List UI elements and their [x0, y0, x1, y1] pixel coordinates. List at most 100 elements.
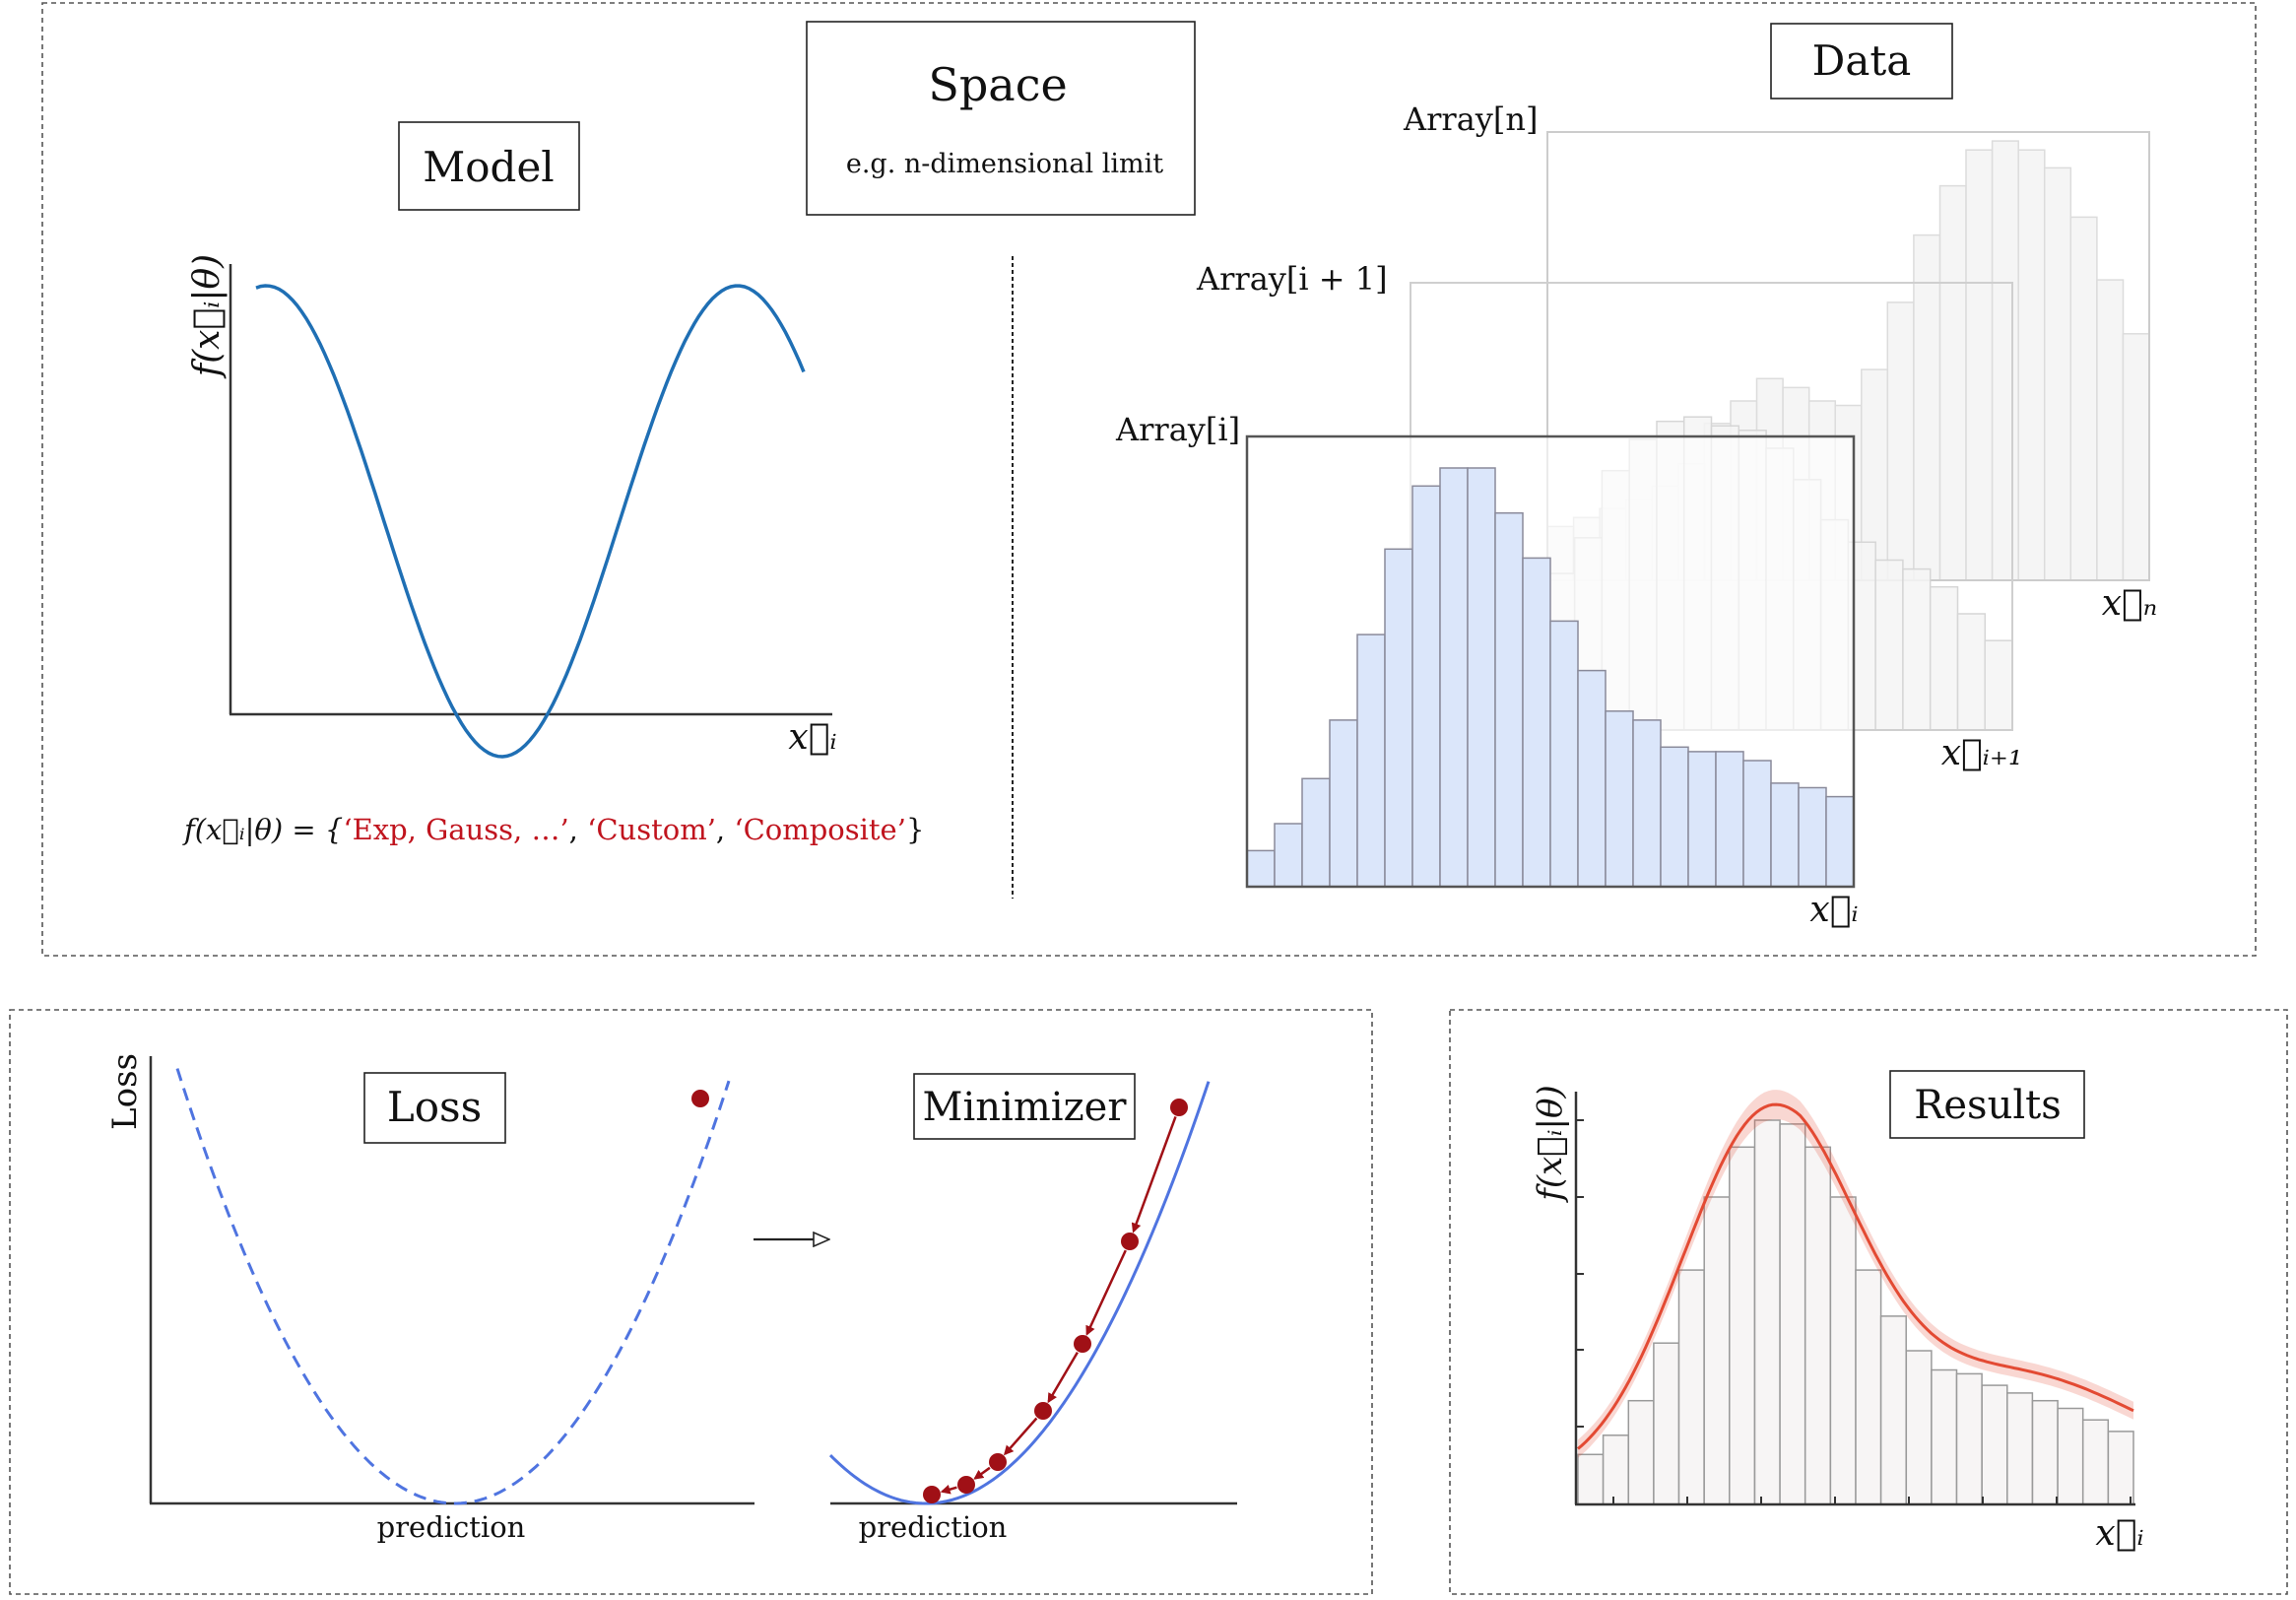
- loss-parabola-curve: [175, 1068, 731, 1505]
- model-formula: f(x⃗ᵢ|θ) = {‘Exp, Gauss, …’, ‘Custom’, ‘…: [182, 813, 924, 846]
- space-section: Space e.g. n-dimensional limit: [806, 21, 1196, 899]
- results-bar: [1931, 1368, 1958, 1505]
- space-title-box: [806, 21, 1196, 216]
- loss-section: Loss Loss prediction: [105, 1053, 754, 1544]
- descent-step-point: [923, 1486, 941, 1503]
- formula-suffix: }: [906, 813, 924, 846]
- array-n-bar: [1991, 140, 2019, 581]
- results-bar: [1729, 1146, 1756, 1505]
- results-bar: [1627, 1399, 1655, 1505]
- data-section: Data Array[n] Array[i + 1] Array[i] x⃗ₙ …: [1115, 23, 2158, 930]
- array-n-bar: [1965, 149, 1994, 581]
- array-i-plus-1-bar: [1984, 639, 2013, 731]
- results-bar: [1577, 1453, 1605, 1505]
- array-i-plus-1-bar: [1874, 559, 1904, 731]
- results-title: Results: [1914, 1083, 2061, 1128]
- array-n-bar: [2096, 279, 2125, 581]
- results-bar: [1703, 1196, 1731, 1505]
- results-bar: [1653, 1342, 1680, 1505]
- loss-y-axis-label: Loss: [105, 1053, 145, 1130]
- descent-step-arrow: [973, 1466, 991, 1480]
- array-i-bar: [1411, 485, 1441, 888]
- results-uncertainty-band: [1578, 1090, 2133, 1458]
- array-i-histogram: [1246, 467, 1855, 888]
- descent-step-point: [1170, 1099, 1188, 1116]
- array-i-bar: [1632, 719, 1662, 888]
- data-title: Data: [1812, 36, 1912, 85]
- array-i-plus-1-bar: [1929, 585, 1959, 731]
- results-bar: [1602, 1434, 1629, 1505]
- array-i-bar: [1384, 548, 1413, 888]
- formula-option-builtin: ‘Exp, Gauss, …’: [343, 813, 568, 846]
- results-bar: [1753, 1119, 1781, 1505]
- array-i-bar: [1467, 467, 1496, 888]
- descent-step-point: [1034, 1402, 1052, 1420]
- space-subtitle: e.g. n-dimensional limit: [846, 149, 1163, 179]
- array-i-bar: [1687, 751, 1717, 888]
- array-i-plus-1-bar: [1902, 567, 1932, 731]
- array-i-bar: [1494, 511, 1524, 888]
- descent-step-point: [989, 1453, 1007, 1471]
- array-i-plus-1-axis-label: x⃗ᵢ₊₁: [1941, 733, 2023, 773]
- results-title-box: [1889, 1070, 2085, 1139]
- minimizer-descent-steps: [923, 1099, 1188, 1503]
- loss-title: Loss: [387, 1083, 482, 1131]
- results-bar: [2081, 1419, 2110, 1505]
- results-bar: [1879, 1315, 1907, 1505]
- array-i-bar: [1798, 786, 1827, 888]
- results-bar: [2057, 1407, 2084, 1505]
- array-n-axis-label: x⃗ₙ: [2102, 583, 2158, 624]
- array-n-bar: [1938, 184, 1967, 581]
- descent-step-arrow: [1085, 1249, 1127, 1336]
- array-i-axis-label: x⃗ᵢ: [1809, 890, 1858, 930]
- array-i-bar: [1301, 777, 1331, 888]
- array-i-bar: [1660, 746, 1689, 888]
- minimizer-loss-curve: [828, 1081, 1211, 1505]
- descent-step-arrow: [1003, 1417, 1038, 1456]
- descent-step-arrow: [1047, 1351, 1079, 1404]
- loss-title-box: [363, 1072, 506, 1144]
- array-n-bar: [2069, 216, 2098, 581]
- array-n-label: Array[n]: [1403, 100, 1538, 138]
- array-i-bar: [1825, 795, 1855, 888]
- results-bar: [1677, 1269, 1705, 1505]
- array-n-bar: [1913, 233, 1941, 581]
- results-bar: [1981, 1384, 2008, 1505]
- model-title: Model: [423, 143, 554, 191]
- minimizer-title: Minimizer: [923, 1085, 1128, 1130]
- array-n-bar: [2043, 167, 2072, 581]
- descent-step-point: [1074, 1335, 1091, 1353]
- array-i-bar: [1522, 557, 1551, 888]
- results-y-axis-label: f(x⃗ᵢ|θ): [1531, 1085, 1570, 1203]
- results-x-axis-label: x⃗ᵢ: [2095, 1513, 2143, 1554]
- array-n-bar: [2122, 333, 2150, 581]
- array-i-bar: [1577, 669, 1607, 888]
- array-i-frame: [1245, 434, 1856, 889]
- loss-current-point: [691, 1090, 709, 1107]
- results-axis-ticks: [1576, 1119, 2132, 1504]
- array-i-bar: [1742, 760, 1772, 888]
- array-i-bar: [1549, 620, 1579, 888]
- descent-step-point: [957, 1476, 975, 1494]
- model-function-curve: [255, 284, 806, 759]
- loss-minimizer-panel: [9, 1009, 1373, 1595]
- model-x-axis-label: x⃗ᵢ: [788, 717, 836, 758]
- array-i-bar: [1715, 751, 1744, 888]
- results-bar: [2006, 1392, 2034, 1505]
- formula-separator-1: ,: [569, 813, 587, 846]
- minimizer-x-axis-label: prediction: [859, 1510, 1008, 1544]
- array-i-plus-1-label: Array[i + 1]: [1196, 260, 1388, 298]
- formula-option-custom: ‘Custom’: [587, 813, 716, 846]
- formula-prefix: f(x⃗ᵢ|θ) = {: [182, 813, 343, 846]
- model-title-box: [398, 121, 580, 211]
- loss-x-axis-label: prediction: [377, 1510, 526, 1544]
- descent-step-arrow: [1131, 1115, 1177, 1233]
- data-title-box: [1770, 23, 1953, 100]
- results-bar: [1779, 1123, 1806, 1505]
- results-bar: [1955, 1372, 1983, 1505]
- array-i-bar: [1605, 710, 1634, 888]
- top-panel: [41, 2, 2257, 957]
- results-bar: [1855, 1269, 1882, 1505]
- space-title: Space: [928, 58, 1067, 111]
